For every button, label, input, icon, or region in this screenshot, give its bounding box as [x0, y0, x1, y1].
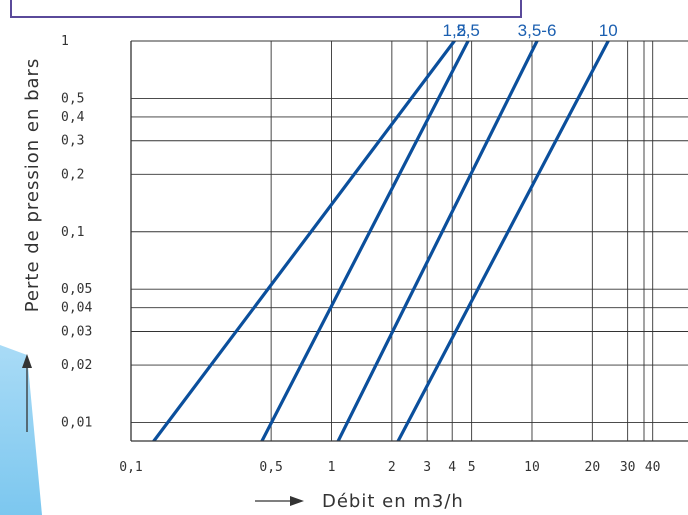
series-line: [336, 41, 539, 441]
x-tick-label: 3: [423, 460, 431, 475]
y-tick-label: 0,2: [61, 167, 84, 182]
y-tick-label: 0,03: [61, 324, 92, 339]
x-tick-label: 2: [388, 460, 396, 475]
series-line: [152, 41, 456, 441]
header-frame: [10, 0, 522, 18]
y-tick-label: 0,01: [61, 416, 92, 431]
x-tick-label: 4: [448, 460, 456, 475]
x-tick-label: 0,1: [119, 460, 142, 475]
series-label: 10: [599, 21, 618, 40]
x-axis-arrow-head: [290, 496, 304, 506]
decorative-blue-wedge: [0, 345, 42, 515]
x-tick-label: 0,5: [259, 460, 282, 475]
x-tick-label: 20: [585, 460, 601, 475]
x-tick-label: 1: [328, 460, 336, 475]
y-axis-title: Perte de pression en bars: [22, 58, 43, 313]
y-tick-label: 0,1: [61, 225, 84, 240]
x-axis-title: Débit en m3/h: [322, 491, 464, 512]
y-tick-label: 0,5: [61, 91, 84, 106]
series-label: 3,5-6: [518, 21, 557, 40]
y-tick-label: 0,04: [61, 301, 92, 316]
x-tick-label: 40: [645, 460, 661, 475]
x-tick-label: 5: [468, 460, 476, 475]
y-tick-label: 0,4: [61, 110, 85, 125]
series-label: 2,5: [456, 21, 480, 40]
x-tick-label: 30: [620, 460, 636, 475]
series-label: 1,5: [443, 21, 467, 40]
x-tick-label: 10: [524, 460, 540, 475]
y-tick-label: 0,05: [61, 282, 92, 297]
series-line: [396, 41, 610, 441]
y-axis-arrow-head: [22, 354, 32, 368]
y-tick-label: 0,3: [61, 134, 84, 149]
y-tick-label: 0,02: [61, 358, 92, 373]
series-line: [260, 41, 470, 441]
y-tick-label: 1: [61, 34, 69, 49]
